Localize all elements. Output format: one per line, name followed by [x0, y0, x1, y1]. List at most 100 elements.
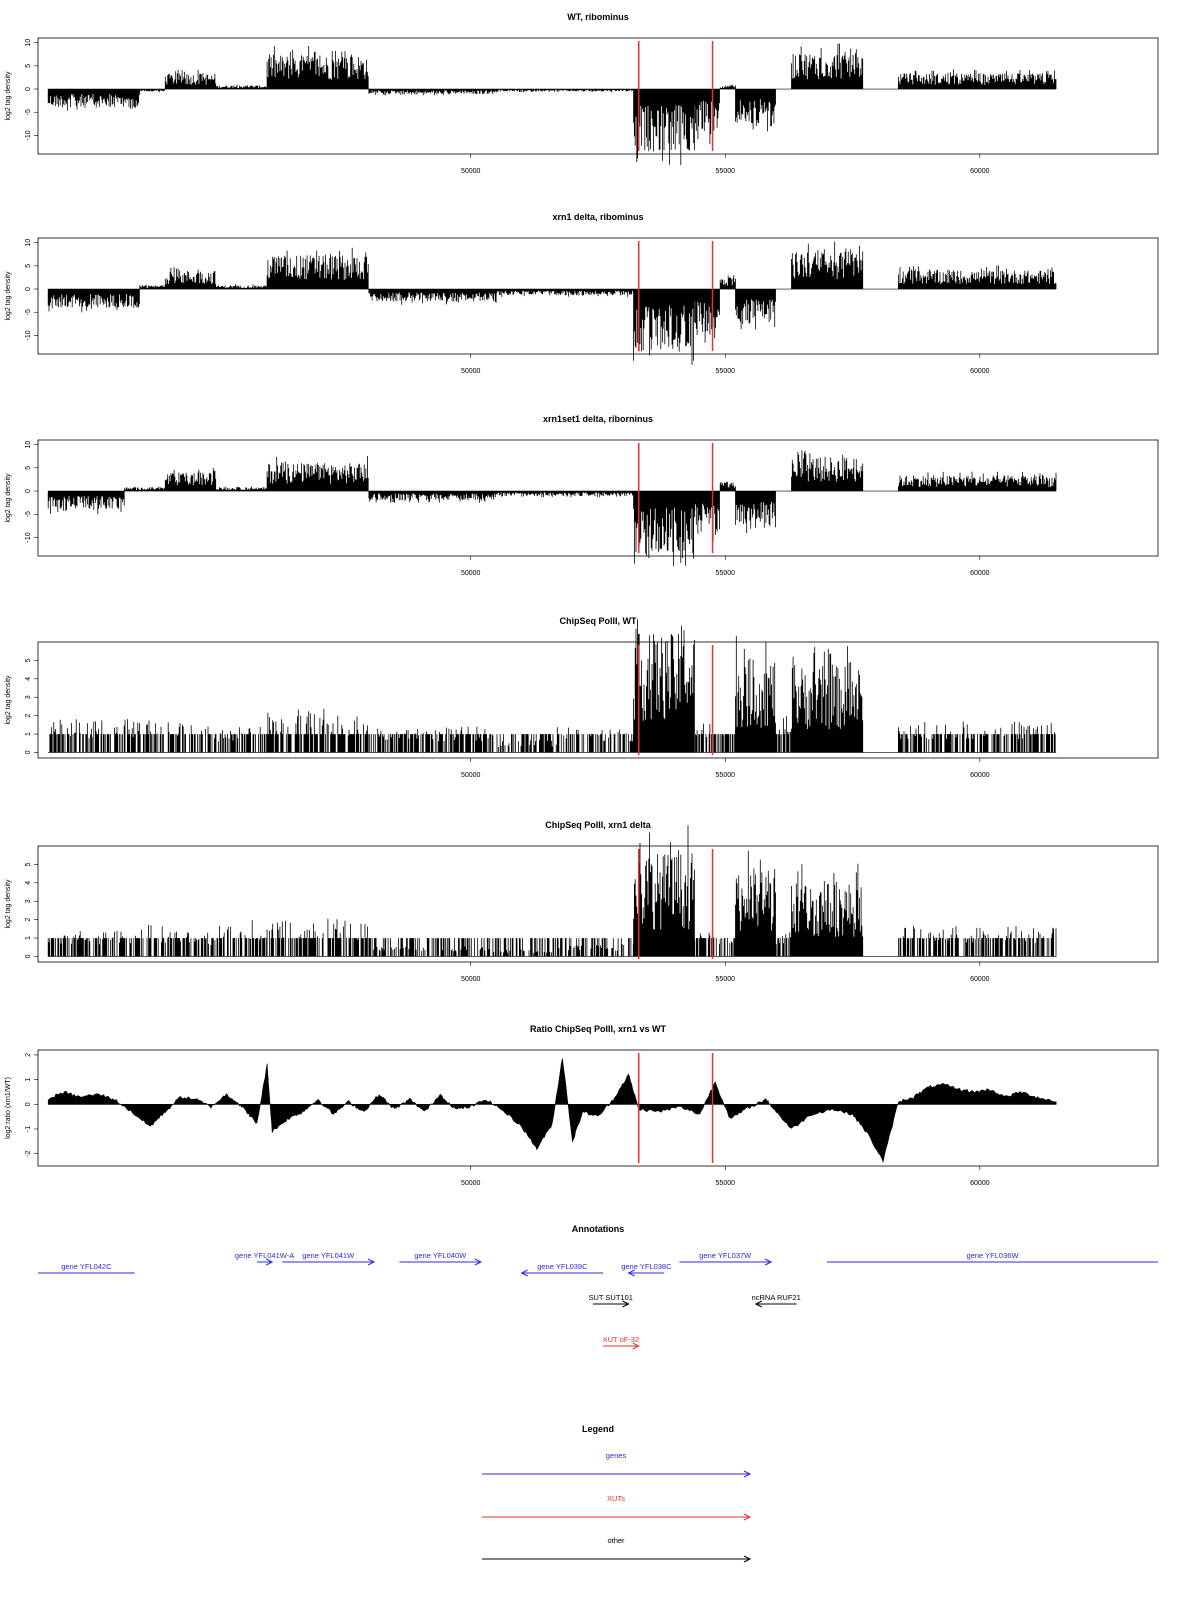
- feature-label: gene YFL041W-A: [235, 1251, 294, 1260]
- x-tick-label: 55000: [716, 368, 736, 375]
- feature-label: gene YFL040W: [414, 1251, 467, 1260]
- x-tick-label: 60000: [970, 1180, 990, 1187]
- y-tick-label: -5: [25, 109, 32, 115]
- y-tick-label: 0: [25, 87, 32, 91]
- x-tick-label: 50000: [461, 570, 481, 577]
- plot-frame: [37, 439, 1159, 557]
- y-tick-label: 0: [25, 1102, 32, 1106]
- arrow-right-icon: [622, 1300, 630, 1308]
- track-panel: xrn1 delta, ribominus log2 tag density -10…: [5, 212, 1159, 375]
- panel-title: ChipSeq PolII, WT: [560, 616, 637, 626]
- annotation-feature: gene YFL041W-A: [235, 1251, 294, 1266]
- y-tick-label: 3: [25, 899, 32, 903]
- panel-title: Ratio ChipSeq PolII, xrn1 vs WT: [530, 1024, 667, 1034]
- y-axis-label: log2 ratio (xrn1/WT): [5, 1077, 12, 1139]
- signal-bars: [47, 43, 1057, 165]
- x-tick-label: 55000: [716, 976, 736, 983]
- plot-frame: [37, 237, 1159, 355]
- plot-frame: [37, 1049, 1159, 1167]
- feature-label: gene YFL042C: [61, 1262, 112, 1271]
- y-tick-label: 10: [25, 239, 32, 247]
- y-tick-label: 1: [25, 936, 32, 940]
- y-tick-label: 5: [25, 64, 32, 68]
- annotation-feature: gene YFL041W: [282, 1251, 376, 1266]
- arrow-right-icon: [367, 1258, 376, 1266]
- plot-frame: [37, 641, 1159, 759]
- legend-entry: XUTs: [482, 1494, 752, 1521]
- y-tick-label: -10: [25, 532, 32, 542]
- plot-frame: [37, 845, 1159, 963]
- signal-bars: [47, 450, 1057, 566]
- y-axis-label: log2 tag density: [5, 879, 12, 929]
- arrow-left-icon: [627, 1269, 635, 1277]
- feature-label: XUT oF-32: [603, 1335, 640, 1344]
- annotations-track: Annotations gene YFL042C gene YFL041W-A gen…: [38, 1224, 1158, 1350]
- x-tick-label: 50000: [461, 368, 481, 375]
- legend-label: genes: [606, 1451, 627, 1460]
- x-tick-label: 50000: [461, 976, 481, 983]
- feature-label: ncRNA RUF21: [752, 1293, 801, 1302]
- y-tick-label: 0: [25, 954, 32, 958]
- feature-label: gene YFL037W: [699, 1251, 752, 1260]
- legend: Legend genes XUTs other: [482, 1424, 752, 1563]
- y-axis-label: log2 tag density: [5, 71, 12, 121]
- x-tick-label: 60000: [970, 368, 990, 375]
- y-tick-label: 3: [25, 695, 32, 699]
- x-tick-label: 60000: [970, 772, 990, 779]
- y-tick-label: 5: [25, 658, 32, 662]
- y-tick-label: 5: [25, 264, 32, 268]
- feature-label: gene YFL038C: [621, 1262, 672, 1271]
- feature-label: SUT SUT101: [588, 1293, 632, 1302]
- x-tick-label: 50000: [461, 772, 481, 779]
- signal-bars: [47, 241, 1057, 365]
- y-tick-label: 2: [25, 714, 32, 718]
- y-tick-label: 2: [25, 1053, 32, 1057]
- arrow-right-icon: [764, 1258, 773, 1266]
- x-tick-label: 55000: [716, 1180, 736, 1187]
- y-tick-label: -2: [25, 1150, 32, 1156]
- y-tick-label: -1: [25, 1126, 32, 1132]
- annotation-feature: gene YFL039C: [520, 1262, 604, 1277]
- y-axis-label: log2 tag density: [5, 473, 12, 523]
- legend-title: Legend: [582, 1424, 614, 1434]
- panel-title: ChipSeq PolII, xrn1 delta: [545, 820, 652, 830]
- arrow-right-icon: [743, 1470, 752, 1478]
- legend-entry: other: [482, 1536, 752, 1563]
- arrow-left-icon: [520, 1269, 528, 1277]
- track-panel: WT, ribominus log2 tag density -10 -5 0 5 10 50…: [5, 12, 1159, 175]
- signal-bars: [49, 619, 1056, 753]
- annotations-title: Annotations: [572, 1224, 625, 1234]
- y-tick-label: 10: [25, 39, 32, 47]
- annotation-feature: XUT oF-32: [603, 1335, 640, 1350]
- annotation-feature: gene YFL038C: [621, 1262, 672, 1277]
- annotation-feature: gene YFL036W: [827, 1251, 1158, 1263]
- x-tick-label: 50000: [461, 1180, 481, 1187]
- signal-bars: [47, 825, 1057, 957]
- y-tick-label: 0: [25, 287, 32, 291]
- y-tick-label: 4: [25, 677, 32, 681]
- plot-frame: [37, 37, 1159, 155]
- annotation-feature: SUT SUT101: [588, 1293, 633, 1308]
- y-tick-label: 1: [25, 732, 32, 736]
- arrow-right-icon: [743, 1513, 752, 1521]
- x-tick-label: 55000: [716, 570, 736, 577]
- y-tick-label: 5: [25, 466, 32, 470]
- arrow-right-icon: [474, 1258, 483, 1266]
- y-tick-label: 1: [25, 1078, 32, 1082]
- y-tick-label: 0: [25, 750, 32, 754]
- y-tick-label: 4: [25, 881, 32, 885]
- arrow-right-icon: [265, 1258, 274, 1266]
- y-tick-label: 2: [25, 918, 32, 922]
- panel-title: xrn1set1 delta, riborninus: [543, 414, 653, 424]
- panel-title: xrn1 delta, ribominus: [552, 212, 643, 222]
- y-tick-label: 5: [25, 862, 32, 866]
- annotation-feature: gene YFL040W: [399, 1251, 483, 1266]
- x-tick-label: 55000: [716, 772, 736, 779]
- x-tick-label: 60000: [970, 976, 990, 983]
- y-tick-label: -5: [25, 511, 32, 517]
- arrow-right-icon: [632, 1342, 640, 1350]
- annotation-feature: gene YFL042C: [38, 1262, 135, 1274]
- y-axis-label: log2 tag density: [5, 675, 12, 725]
